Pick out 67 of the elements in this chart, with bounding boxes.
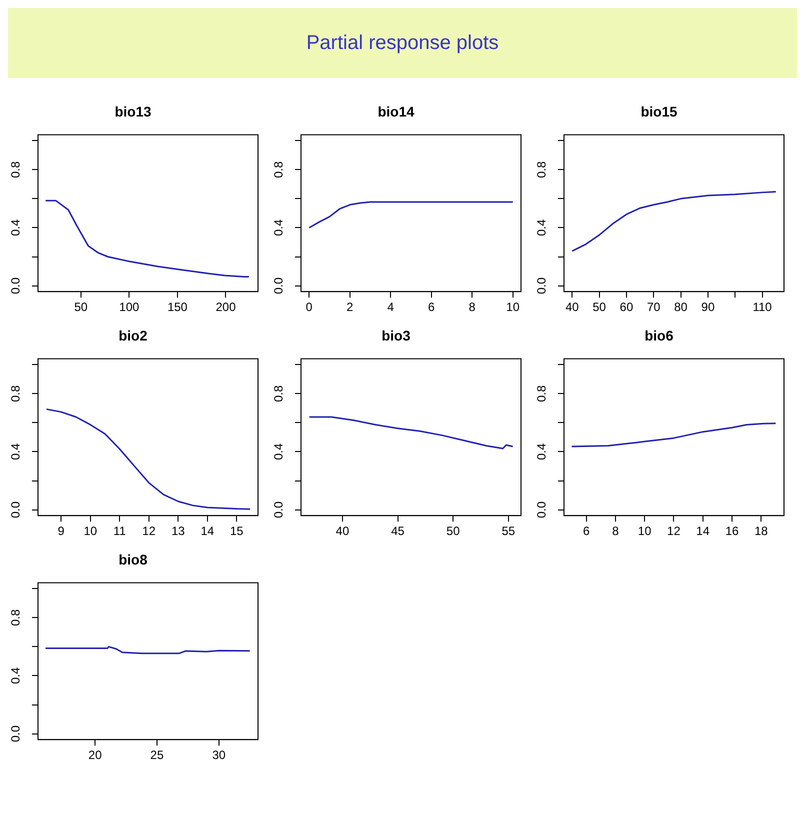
chart-title: bio6: [644, 327, 674, 344]
y-tick-label: 0.0: [534, 501, 548, 518]
y-tick-label: 0.4: [534, 443, 548, 460]
x-tick-label: 12: [142, 524, 156, 538]
text: Partial response plots: [306, 32, 499, 54]
y-tick-label: 0.4: [8, 667, 22, 684]
x-tick-label: 10: [506, 300, 520, 314]
x-tick-label: 18: [754, 524, 768, 538]
x-tick-label: 40: [565, 300, 580, 314]
chart-title: bio2: [118, 327, 148, 344]
x-tick-label: 10: [84, 524, 98, 538]
y-tick-label: 0.0: [271, 277, 286, 294]
y-tick-label: 0.8: [8, 608, 22, 626]
x-tick-label: 110: [752, 300, 772, 314]
y-tick-label: 0.4: [8, 219, 22, 236]
y-tick-label: 0.8: [8, 384, 22, 402]
x-tick-label: 12: [667, 524, 681, 538]
y-tick-label: 0.4: [271, 219, 286, 236]
y-tick-label: 0.8: [271, 384, 286, 402]
y-tick-label: 0.0: [271, 501, 286, 518]
x-tick-label: 200: [216, 300, 236, 314]
x-tick-label: 150: [167, 300, 188, 314]
x-tick-label: 50: [74, 300, 88, 314]
x-tick-label: 6: [582, 524, 590, 538]
x-tick-label: 2: [346, 300, 354, 314]
y-tick-label: 0.4: [271, 443, 286, 460]
x-tick-label: 10: [638, 524, 652, 538]
chart-title: bio8: [118, 551, 148, 568]
x-tick-label: 16: [725, 524, 739, 538]
chart-title: bio15: [640, 103, 678, 120]
y-tick-label: 0.8: [8, 160, 22, 178]
chart-title: bio13: [114, 103, 152, 120]
y-tick-label: 0.4: [534, 219, 548, 236]
x-tick-label: 11: [113, 524, 126, 538]
x-tick-label: 45: [391, 524, 405, 538]
x-tick-label: 80: [674, 300, 688, 314]
x-tick-label: 55: [502, 524, 516, 538]
x-tick-label: 9: [58, 524, 65, 538]
x-tick-label: 4: [387, 300, 394, 314]
x-tick-label: 90: [701, 300, 715, 314]
x-tick-label: 50: [446, 524, 460, 538]
x-tick-label: 14: [200, 524, 214, 538]
chart-title: bio3: [382, 327, 411, 344]
x-tick-label: 14: [696, 524, 710, 538]
y-tick-label: 0.8: [271, 160, 286, 178]
y-tick-label: 0.8: [534, 160, 548, 178]
x-tick-label: 30: [212, 748, 226, 762]
chart-title: bio14: [378, 103, 414, 120]
x-tick-label: 40: [336, 524, 350, 538]
y-tick-label: 0.0: [8, 501, 22, 518]
x-tick-label: 8: [612, 524, 620, 538]
x-tick-label: 8: [468, 300, 476, 314]
y-tick-label: 0.0: [8, 725, 22, 742]
x-tick-label: 0: [306, 300, 313, 314]
y-tick-label: 0.0: [8, 277, 22, 294]
y-tick-label: 0.4: [8, 443, 22, 460]
x-tick-label: 70: [646, 300, 661, 314]
x-tick-label: 13: [171, 524, 186, 538]
x-tick-label: 50: [592, 300, 606, 314]
x-tick-label: 60: [620, 300, 634, 314]
y-tick-label: 0.8: [534, 384, 548, 402]
x-tick-label: 15: [230, 524, 244, 538]
x-tick-label: 20: [88, 748, 102, 762]
y-tick-label: 0.0: [534, 277, 548, 294]
x-tick-label: 6: [428, 300, 436, 314]
x-tick-label: 100: [119, 300, 140, 314]
x-tick-label: 25: [150, 748, 164, 762]
